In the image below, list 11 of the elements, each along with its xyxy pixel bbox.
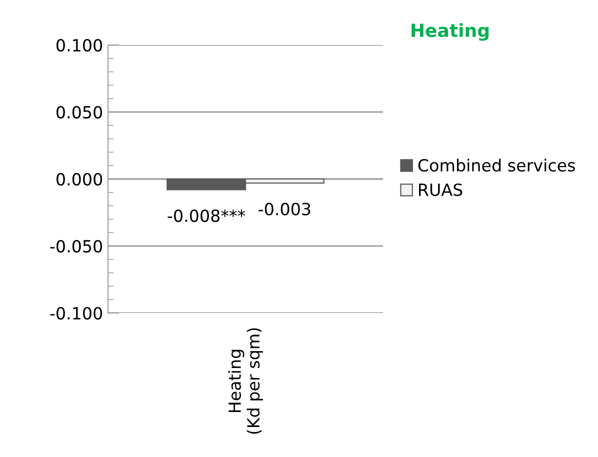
x-tick-label: Heating (Kd per sqm) [228,328,263,434]
legend-label: Combined services [418,158,575,172]
y-tick-label: 0.100 [56,38,102,52]
data-label: -0.003 [258,202,310,216]
y-tick-label: -0.100 [50,306,102,320]
y-tick-label: -0.050 [50,240,102,253]
y-tick-label: 0.050 [56,106,102,119]
text: Heating [412,23,489,41]
data-label: -0.008*** [168,209,246,222]
y-tick-label: 0.000 [56,172,102,186]
legend-label: RUAS [419,183,462,196]
